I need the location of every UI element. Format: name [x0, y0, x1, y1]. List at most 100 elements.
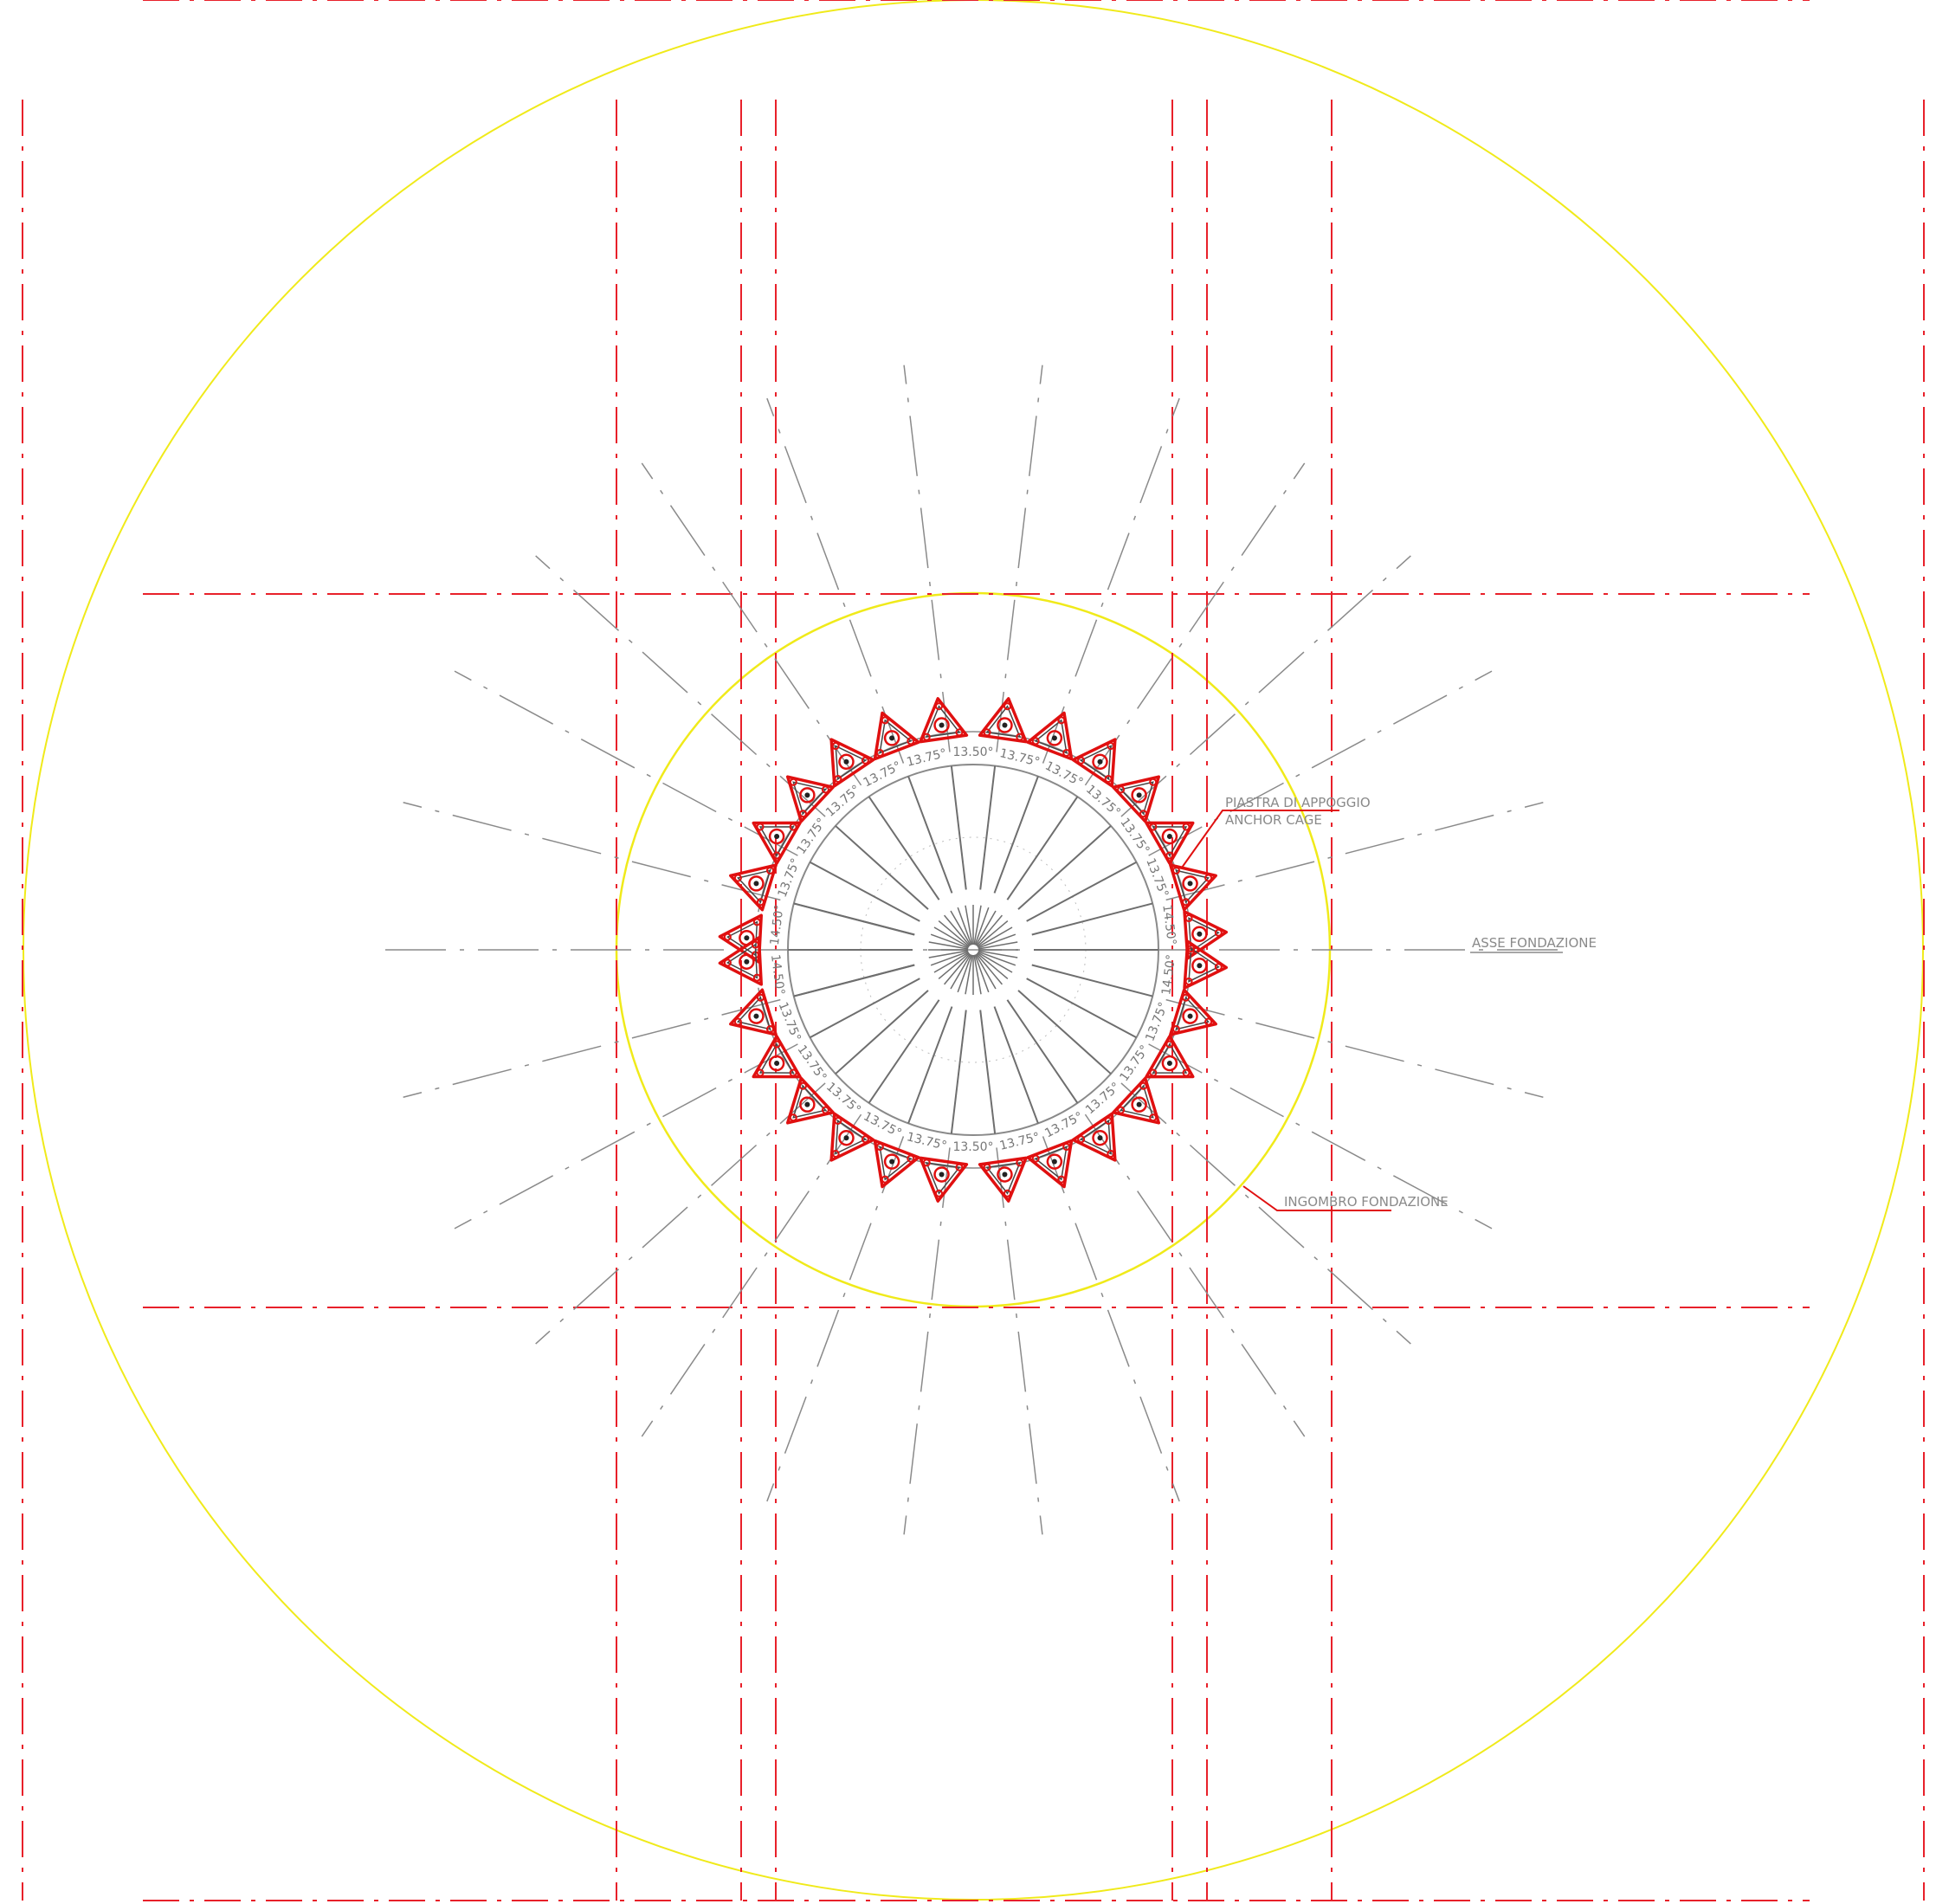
anchor-plate [752, 1035, 802, 1079]
angle-label: 13.50° [952, 745, 993, 759]
radial-axis-line [403, 802, 781, 901]
plate-inner [1175, 869, 1210, 904]
ring-spoke [835, 825, 929, 910]
plate-anchor-ring [768, 1055, 785, 1072]
plate-bolt-hole [1149, 823, 1158, 831]
center-spoke [944, 953, 971, 985]
ring-spoke [835, 990, 929, 1075]
plate-bolt-hole [1003, 702, 1012, 711]
plate-inner [1120, 1084, 1154, 1119]
plate-label-it: PIASTRA DI APPOGGIO [1225, 795, 1371, 810]
plate-anchor-ring [1191, 926, 1208, 942]
plate-bolt-hole [756, 823, 765, 831]
plate-bolt-hole [907, 1154, 915, 1163]
plate-bolt-hole [798, 810, 807, 818]
plate-bolt-hole [1139, 810, 1148, 818]
angle-label: 13.75° [776, 1000, 803, 1043]
plate-bolt-hole [834, 775, 842, 784]
plate-anchor-ring [838, 753, 855, 771]
plate-anchor-ring [1131, 787, 1147, 804]
plate-anchor-ring [799, 787, 816, 804]
radial-axis-line [766, 397, 905, 764]
center-spoke [978, 933, 1016, 949]
anchor-plate [1026, 711, 1074, 761]
plate-inner [835, 1120, 868, 1155]
radial-axis-line [1120, 555, 1411, 817]
radial-axis-line [1148, 670, 1493, 856]
plate-bolt-hole [861, 756, 869, 765]
plate-label-en: ANCHOR CAGE [1225, 812, 1322, 828]
plate-anchor-bolt [939, 1171, 945, 1178]
plate-outline [873, 711, 920, 761]
center-spoke [938, 920, 970, 947]
plate-bolt-hole [1104, 775, 1113, 784]
angle-label: 14.50° [1159, 953, 1178, 996]
plate-outline [873, 1139, 920, 1189]
plate-bolt-hole [1016, 1159, 1024, 1167]
plate-anchor-ring [933, 1166, 950, 1183]
angle-label: 13.75° [1083, 1080, 1123, 1117]
plate-bolt-hole [821, 1106, 829, 1114]
plate-outline [919, 697, 969, 744]
plate-outline [1112, 1076, 1161, 1125]
radial-axis-lines [385, 365, 1563, 1535]
plate-anchor-bolt [774, 834, 780, 839]
center-spoke [957, 907, 972, 946]
plate-anchor-bolt [1187, 1013, 1193, 1019]
anchor-plate [729, 988, 778, 1036]
ring-spoke [868, 796, 940, 900]
plate-bolt-hole [1077, 1135, 1086, 1144]
plate-anchor-bolt [774, 1061, 780, 1066]
anchor-plate [873, 711, 920, 761]
plate-outline [1071, 738, 1117, 788]
center-spoke [938, 952, 970, 979]
plate-bolt-hole [983, 728, 991, 737]
bolt-circle-arcs [758, 731, 1189, 1169]
plate-anchor-ring [1046, 730, 1063, 746]
plate-outline [1183, 939, 1229, 990]
plate-anchor-bolt [753, 1013, 759, 1019]
plate-bolt-hole [1182, 823, 1191, 831]
plate-inner [792, 1084, 827, 1119]
center-spoke [930, 951, 969, 966]
plate-inner [835, 745, 868, 780]
plate-callout: PIASTRA DI APPOGGIO ANCHOR CAGE [1181, 795, 1371, 868]
radial-axis-line [641, 462, 862, 786]
plate-bolt-hole [1214, 928, 1223, 937]
footprint-callout: INGOMBRO FONDAZIONE [1242, 1185, 1449, 1211]
radial-axis-line [1042, 1136, 1180, 1502]
plate-bolt-hole [831, 1149, 840, 1158]
center-spoke [950, 953, 971, 990]
plate-anchor-bolt [1136, 1101, 1142, 1107]
plate-bolt-hole [955, 1163, 964, 1171]
plate-inner [1079, 1120, 1112, 1155]
radial-axis-line [1165, 802, 1544, 901]
plate-bolt-hole [1204, 874, 1213, 882]
plate-inner [1034, 1146, 1068, 1181]
anchor-plate [1112, 1076, 1161, 1125]
plate-bolt-hole [1149, 778, 1158, 786]
plate-anchor-bolt [1051, 1159, 1057, 1165]
anchor-plate [1112, 775, 1161, 823]
plate-bolt-hole [751, 940, 759, 949]
plate-anchor-bolt [843, 1135, 849, 1141]
angle-label: 13.75° [1143, 1000, 1171, 1043]
plate-bolt-hole [789, 1113, 797, 1122]
plate-anchor-bolt [1197, 931, 1203, 937]
radial-axis-line [454, 670, 798, 856]
plate-anchor-ring [1182, 875, 1198, 892]
plate-inner [1188, 947, 1220, 983]
ring-spoke [1031, 964, 1153, 997]
plate-bolt-hole [881, 1175, 889, 1184]
ring-spoke [868, 999, 940, 1104]
plate-bolt-hole [1057, 1175, 1066, 1184]
plate-inner [1175, 996, 1210, 1030]
plate-inner [1188, 917, 1220, 952]
plate-bolt-hole [789, 1068, 797, 1077]
plate-anchor-bolt [939, 722, 945, 728]
plate-anchor-ring [838, 1129, 855, 1146]
plate-anchor-bolt [1136, 792, 1142, 798]
plate-bolt-hole [723, 933, 732, 941]
plate-anchor-bolt [1166, 834, 1172, 839]
